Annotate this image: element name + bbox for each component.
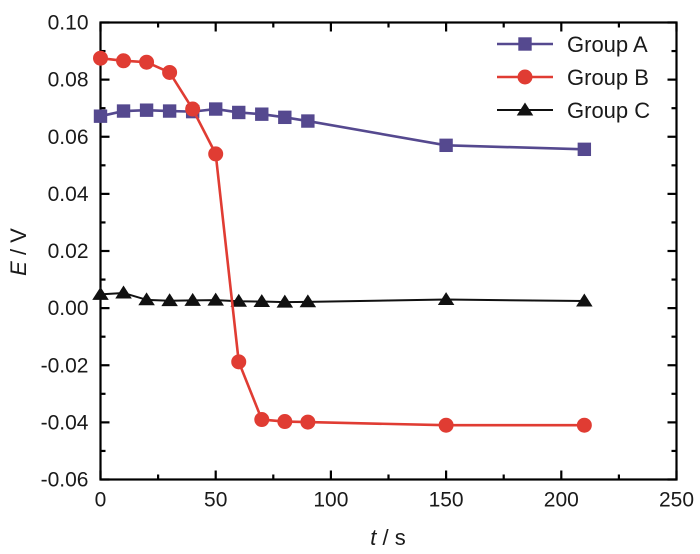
x-tick-label: 0 — [95, 489, 107, 512]
y-tick-label: 0.08 — [48, 69, 89, 92]
x-axis-title: t / s — [370, 525, 405, 550]
legend-label: Group A — [567, 32, 648, 57]
x-axis-ticks — [99, 22, 678, 480]
y-tick-label: 0.06 — [48, 126, 89, 149]
series-group-c — [92, 285, 593, 308]
y-tick-label: -0.04 — [41, 411, 89, 434]
legend-label: Group B — [567, 65, 649, 90]
legend-item-group-a[interactable]: Group A — [497, 32, 648, 57]
chart-legend: Group A Group B Group C — [497, 32, 650, 123]
x-tick-label: 50 — [204, 489, 227, 512]
plot-frame — [99, 21, 678, 481]
y-tick-label: -0.02 — [41, 354, 89, 377]
y-axis-title: E / V — [6, 228, 31, 276]
legend-item-group-b[interactable]: Group B — [497, 65, 649, 90]
x-tick-label: 250 — [659, 489, 694, 512]
y-tick-label: 0.04 — [48, 183, 89, 206]
y-tick-label: -0.06 — [41, 469, 89, 492]
legend-item-group-c[interactable]: Group C — [497, 98, 650, 123]
x-tick-label: 150 — [429, 489, 464, 512]
data-series-group — [92, 50, 593, 433]
y-tick-label: 0.02 — [48, 240, 89, 263]
series-group-b — [93, 50, 592, 433]
y-tick-label: 0.10 — [48, 12, 89, 35]
x-tick-label: 200 — [544, 489, 579, 512]
y-tick-label: 0.00 — [48, 297, 89, 320]
y-axis-ticks — [100, 21, 677, 481]
y-axis-tick-labels: -0.06 -0.04 -0.02 0.00 0.02 0.04 0.06 0.08 0.10 — [41, 12, 89, 492]
x-axis-tick-labels: 0 50 100 150 200 250 — [95, 489, 694, 512]
x-tick-label: 100 — [313, 489, 348, 512]
legend-label: Group C — [567, 98, 650, 123]
